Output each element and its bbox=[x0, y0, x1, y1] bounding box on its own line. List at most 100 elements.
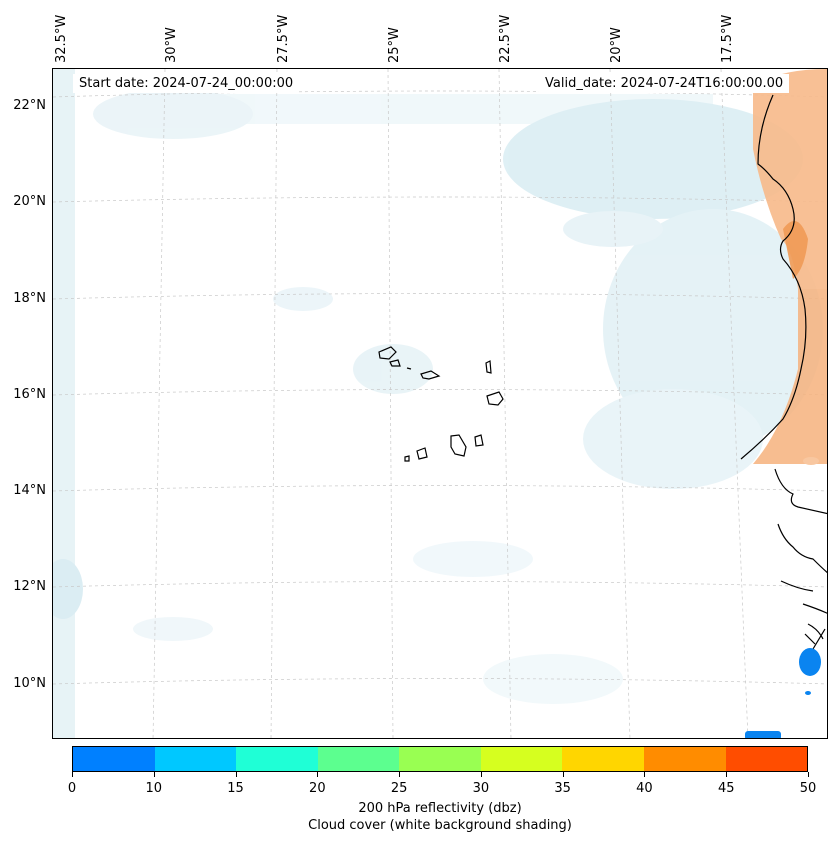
orange-shading-south bbox=[753, 289, 827, 464]
colorbar-segment-40-45 bbox=[643, 747, 726, 771]
colorbar-tick-label: 35 bbox=[554, 781, 571, 796]
colorbar bbox=[72, 746, 808, 772]
grid-lat-22n bbox=[53, 90, 827, 98]
colorbar-tick bbox=[153, 772, 155, 777]
island-santa-luzia bbox=[406, 367, 412, 370]
colorbar-tick-label: 30 bbox=[472, 781, 490, 796]
grid-lat-20n bbox=[53, 196, 827, 203]
grid-lat-16n bbox=[53, 389, 827, 396]
colorbar-tick bbox=[72, 772, 73, 777]
colorbar-label: 200 hPa reflectivity (dbz) bbox=[358, 801, 522, 816]
grid-lon-20w bbox=[609, 69, 631, 738]
cloud-mid-patch-1 bbox=[273, 287, 333, 311]
island-santo-antao bbox=[378, 346, 397, 360]
map-panel[interactable] bbox=[52, 68, 828, 739]
start-date-label: Start date: 2024-07-24_00:00:00 bbox=[73, 74, 300, 93]
cape-verde-islands bbox=[378, 346, 504, 462]
cloud-s-patch bbox=[413, 541, 533, 577]
colorbar-tick-label: 15 bbox=[227, 781, 244, 796]
cloud-center-patch bbox=[353, 344, 433, 394]
colorbar-segment-35-40 bbox=[562, 747, 644, 771]
lat-label-18n: 18°N bbox=[13, 291, 46, 306]
grid-lat-18n bbox=[53, 293, 827, 300]
graticule bbox=[53, 69, 827, 738]
lat-label-22n: 22°N bbox=[13, 98, 46, 113]
colorbar-tick-label: 40 bbox=[636, 781, 653, 796]
colorbar-segment-0-10 bbox=[73, 747, 155, 771]
reflectivity-cell-1 bbox=[799, 648, 821, 676]
cloud-mid-patch-3 bbox=[133, 617, 213, 641]
colorbar-segment-30-35 bbox=[480, 747, 563, 771]
colorbar-segment-45-50 bbox=[725, 747, 808, 771]
colorbar-tick bbox=[562, 772, 564, 777]
colorbar-tick bbox=[808, 772, 809, 777]
cloud-ne-band bbox=[503, 99, 803, 219]
colorbar-tick bbox=[480, 772, 482, 777]
colorbar-tick-label: 50 bbox=[799, 781, 817, 796]
lat-label-20n: 20°N bbox=[13, 194, 46, 209]
colorbar-tick-label: 10 bbox=[145, 781, 163, 796]
coast-gambia-guinea bbox=[774, 468, 827, 515]
reflectivity-cell-3 bbox=[745, 731, 781, 738]
colorbar-sublabel: Cloud cover (white background shading) bbox=[308, 818, 572, 833]
colorbar-segment-25-30 bbox=[399, 747, 481, 771]
lon-label-30w: 30°W bbox=[164, 27, 179, 63]
reflectivity-cell-2 bbox=[805, 691, 811, 695]
cloud-cover-shading bbox=[53, 69, 823, 738]
island-brava bbox=[404, 455, 410, 462]
island-sao-vicente bbox=[389, 359, 401, 367]
cloud-sw-patch bbox=[53, 559, 83, 619]
grid-lat-14n bbox=[53, 485, 827, 492]
cloud-e-band bbox=[603, 209, 823, 449]
island-sao-nicolau bbox=[420, 370, 441, 380]
lon-label-25w: 25°W bbox=[387, 27, 402, 63]
map-canvas bbox=[53, 69, 827, 738]
grid-lon-30w bbox=[152, 69, 166, 738]
lon-label-22-5w: 22.5°W bbox=[498, 14, 513, 63]
colorbar-tick-label: 45 bbox=[717, 781, 735, 796]
lat-label-10n: 10°N bbox=[13, 676, 46, 691]
grid-lon-25w bbox=[387, 69, 394, 738]
grid-lat-12n bbox=[53, 581, 827, 588]
orange-shading-north bbox=[753, 69, 827, 289]
island-sal bbox=[485, 360, 492, 374]
colorbar-segment-20-25 bbox=[317, 747, 400, 771]
cloud-left-strip bbox=[53, 69, 75, 738]
coastline bbox=[740, 94, 827, 650]
coast-guinea-south bbox=[804, 623, 826, 650]
colorbar-segment-15-20 bbox=[236, 747, 318, 771]
lon-label-27-5w: 27.5°W bbox=[276, 14, 291, 63]
lon-label-17-5w: 17.5°W bbox=[720, 14, 735, 63]
colorbar-tick bbox=[317, 772, 319, 777]
island-santiago bbox=[450, 434, 467, 457]
lat-label-12n: 12°N bbox=[13, 579, 46, 594]
valid-date-label: Valid_date: 2024-07-24T16:00:00.00 bbox=[539, 74, 790, 93]
cloud-e-lower bbox=[583, 389, 763, 489]
grid-lat-10n bbox=[53, 678, 827, 685]
coast-mauritania-senegal bbox=[740, 94, 807, 460]
coast-guinea-bissau bbox=[777, 523, 827, 574]
colorbar-tick bbox=[235, 772, 237, 777]
coast-islands-bijagos bbox=[780, 580, 827, 614]
island-boa-vista bbox=[486, 391, 504, 406]
cloud-mid-patch-2 bbox=[563, 211, 663, 247]
island-fogo bbox=[416, 447, 428, 460]
lon-label-32-5w: 32.5°W bbox=[54, 14, 69, 63]
lat-label-14n: 14°N bbox=[13, 483, 46, 498]
island-maio bbox=[474, 434, 484, 447]
reflectivity-cells bbox=[745, 648, 821, 738]
colorbar-tick-label: 20 bbox=[309, 781, 326, 796]
lon-label-20w: 20°W bbox=[609, 27, 624, 63]
africa-orange-shading bbox=[753, 69, 827, 465]
grid-lon-27-5w bbox=[270, 69, 278, 738]
colorbar-tick-label: 0 bbox=[67, 781, 77, 796]
orange-spot-south bbox=[803, 457, 819, 465]
lat-label-16n: 16°N bbox=[13, 387, 46, 402]
colorbar-segment-10-15 bbox=[154, 747, 237, 771]
colorbar-tick bbox=[399, 772, 401, 777]
colorbar-tick-label: 25 bbox=[390, 781, 408, 796]
colorbar-tick bbox=[644, 772, 646, 777]
grid-lon-17-5w bbox=[720, 69, 749, 738]
grid-lon-22-5w bbox=[498, 69, 512, 738]
cloud-nw-patch bbox=[93, 89, 253, 139]
